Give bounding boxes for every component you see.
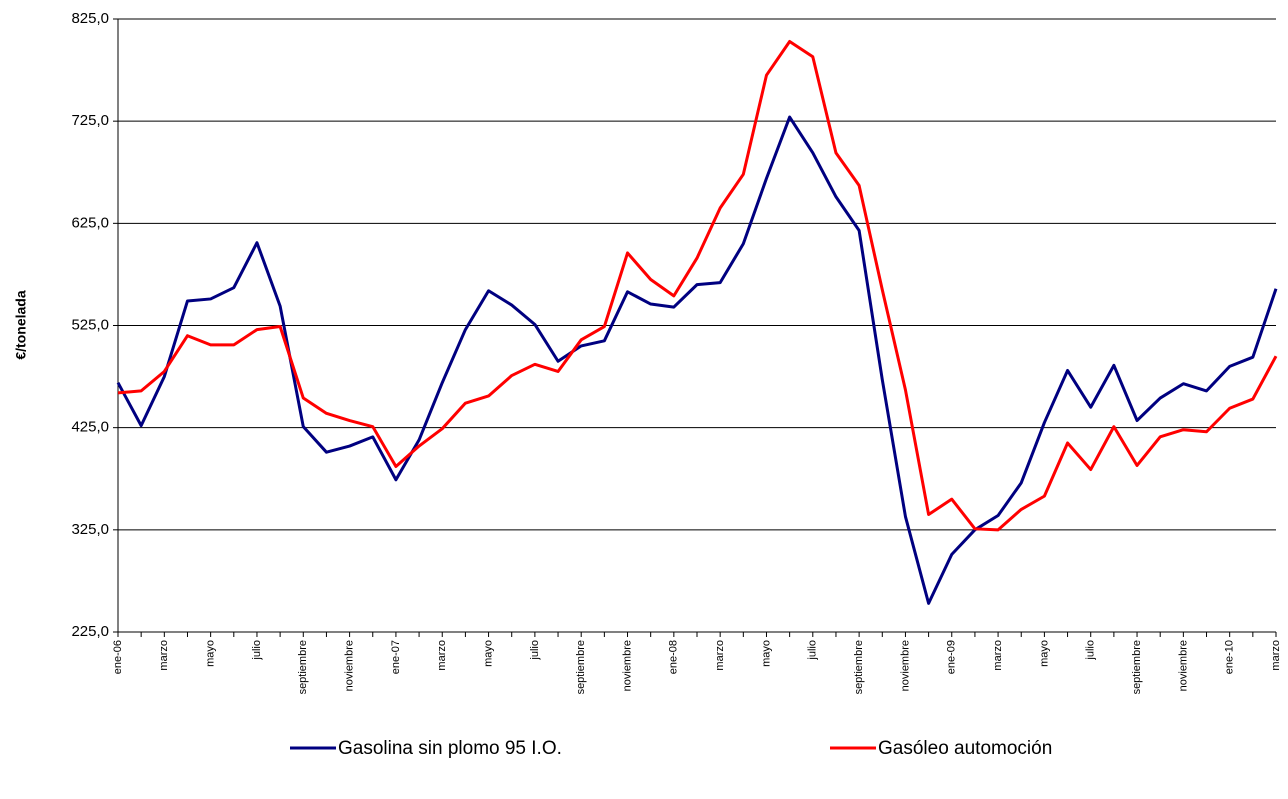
legend-label: Gasolina sin plomo 95 I.O. (338, 738, 562, 759)
legend-label: Gasóleo automoción (878, 738, 1052, 759)
y-tick-label: 225,0 (71, 623, 109, 640)
x-tick-label: julio (807, 640, 819, 661)
y-tick-label: 825,0 (71, 10, 109, 27)
y-tick-label: 425,0 (71, 419, 109, 436)
y-tick-label: 325,0 (71, 521, 109, 538)
x-tick-label: ene-09 (946, 640, 958, 674)
x-tick-label: marzo (158, 640, 170, 671)
x-tick-label: mayo (1038, 640, 1050, 667)
x-tick-label: julio (529, 640, 541, 661)
x-tick-label: ene-08 (668, 640, 680, 674)
x-tick-label: septiembre (297, 640, 309, 694)
x-tick-label: septiembre (575, 640, 587, 694)
line-series (117, 39, 1278, 532)
x-tick-label: ene-06 (112, 640, 124, 674)
y-axis-label: €/tonelada (13, 290, 29, 359)
x-tick-label: julio (251, 640, 263, 661)
x-tick-label: noviembre (1177, 640, 1189, 691)
x-tick-label: septiembre (853, 640, 865, 694)
x-tick-label: noviembre (621, 640, 633, 691)
y-tick-label: 525,0 (71, 316, 109, 333)
x-tick-label: ene-07 (390, 640, 402, 674)
x-tick-label: marzo (992, 640, 1004, 671)
x-tick-label: marzo (1270, 640, 1282, 671)
x-tick-label: ene-10 (1224, 640, 1236, 674)
y-tick-label: 725,0 (71, 112, 109, 129)
y-tick-label: 625,0 (71, 214, 109, 231)
x-tick-label: marzo (436, 640, 448, 671)
x-tick-label: septiembre (1131, 640, 1143, 694)
x-tick-label: noviembre (899, 640, 911, 691)
x-tick-label: mayo (482, 640, 494, 667)
x-tick-label: mayo (205, 640, 217, 667)
line-series (116, 115, 1278, 605)
x-tick-label: marzo (714, 640, 726, 671)
x-tick-label: julio (1085, 640, 1097, 661)
x-tick-label: mayo (760, 640, 772, 667)
x-tick-label: noviembre (344, 640, 356, 691)
